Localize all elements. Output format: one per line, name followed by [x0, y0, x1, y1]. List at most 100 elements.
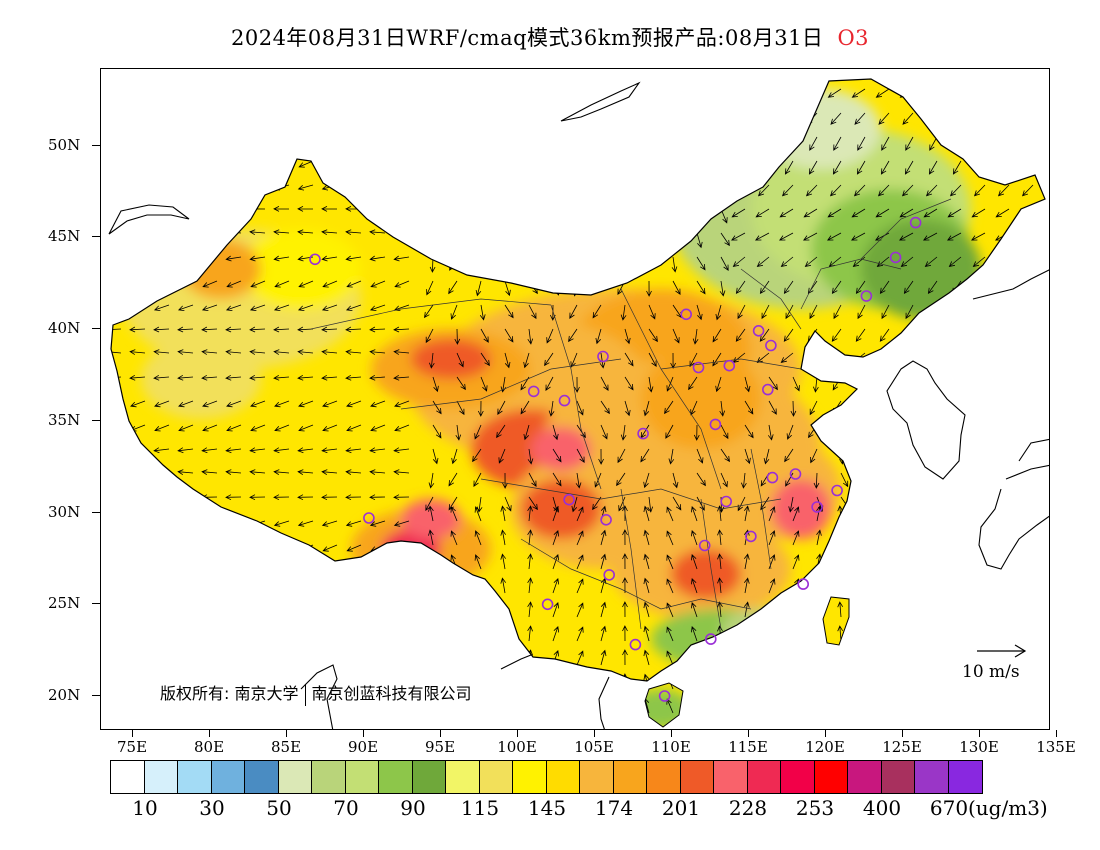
wind-arrow	[345, 326, 362, 333]
wind-arrow	[785, 472, 794, 487]
wind-arrow	[930, 448, 938, 464]
wind-arrow	[225, 184, 242, 191]
wind-arrow	[322, 544, 338, 552]
wind-arrow	[1031, 553, 1038, 570]
wind-arrow	[474, 626, 482, 642]
lon-tick	[671, 730, 672, 737]
wind-arrow	[345, 109, 362, 116]
wind-arrow	[792, 626, 800, 642]
wind-arrow	[792, 376, 800, 392]
wind-arrow	[321, 304, 338, 311]
legend-label: 174	[594, 796, 634, 820]
city-station-marker	[658, 690, 671, 702]
wind-arrow	[474, 530, 482, 546]
wind-arrow	[130, 160, 146, 168]
wind-arrow	[370, 280, 386, 288]
wind-arrow	[600, 553, 607, 570]
wind-arrow	[1005, 424, 1012, 441]
wind-arrow	[688, 376, 698, 391]
wind-arrow	[693, 112, 700, 129]
wind-arrow	[648, 112, 658, 127]
wind-arrow	[666, 554, 674, 570]
wind-arrow	[369, 709, 386, 716]
wind-arrow	[153, 136, 170, 142]
wind-arrow	[853, 184, 866, 197]
wind-arrow	[568, 328, 578, 343]
wind-arrow	[501, 256, 507, 273]
wind-arrow	[837, 577, 844, 594]
wind-arrow	[153, 568, 170, 574]
wind-arrow	[369, 469, 386, 475]
wind-arrow	[111, 688, 122, 695]
wind-arrow	[617, 448, 626, 464]
wind-arrow	[480, 136, 491, 151]
wind-arrow	[984, 496, 994, 511]
wind-arrow	[552, 553, 560, 570]
wind-arrow	[1008, 530, 1016, 546]
wind-arrow	[321, 85, 338, 92]
wind-arrow	[882, 554, 890, 570]
wind-arrow	[527, 697, 533, 714]
city-station-marker	[889, 251, 902, 264]
wind-arrow	[907, 505, 914, 522]
wind-arrow	[432, 232, 440, 248]
wind-scale-arrow	[977, 644, 1027, 658]
wind-arrow	[521, 160, 530, 175]
wind-arrow	[1025, 136, 1034, 151]
lon-tick-label: 100E	[497, 738, 537, 756]
wind-arrow	[755, 232, 770, 241]
concentration-patch	[241, 229, 361, 309]
wind-arrow	[1019, 232, 1034, 241]
wind-arrow	[600, 208, 609, 224]
wind-arrow	[666, 650, 674, 666]
wind-arrow	[111, 664, 122, 672]
wind-arrow	[472, 256, 482, 271]
wind-arrow	[1001, 136, 1010, 151]
wind-arrow	[792, 602, 800, 618]
legend-swatch	[848, 761, 882, 793]
wind-arrow	[859, 649, 866, 666]
concentration-patch	[671, 549, 741, 599]
wind-arrow	[393, 304, 410, 311]
wind-arrow	[643, 601, 650, 618]
wind-arrow	[500, 553, 507, 570]
wind-arrow	[527, 328, 534, 345]
wind-arrow	[201, 109, 218, 116]
wind-arrow	[600, 649, 607, 666]
wind-arrow	[551, 208, 558, 225]
wind-arrow	[624, 136, 633, 151]
city-station-marker	[600, 513, 612, 526]
wind-arrow	[927, 328, 938, 342]
legend-swatch	[580, 761, 614, 793]
wind-arrow	[297, 229, 314, 236]
wind-arrow	[111, 568, 122, 574]
wind-arrow	[910, 448, 917, 465]
wind-arrow	[717, 673, 723, 690]
wind-arrow	[225, 255, 242, 262]
wind-arrow	[600, 625, 607, 642]
wind-arrow	[927, 472, 938, 487]
wind-arrow	[552, 577, 560, 594]
wind-arrow	[768, 400, 777, 415]
wind-arrow	[225, 640, 242, 647]
wind-arrow	[321, 255, 338, 262]
wind-arrow	[393, 568, 410, 574]
wind-arrow	[297, 109, 314, 116]
wind-arrow	[273, 613, 290, 620]
wind-arrow	[273, 374, 290, 381]
wind-arrow	[953, 304, 962, 320]
wind-arrow	[975, 280, 986, 295]
wind-arrow	[878, 112, 890, 125]
wind-arrow	[975, 328, 986, 342]
wind-arrow	[901, 184, 914, 197]
wind-arrow	[624, 400, 631, 417]
wind-arrow	[671, 256, 678, 273]
wind-arrow	[1022, 112, 1034, 125]
legend-swatch	[613, 761, 647, 793]
wind-arrow	[600, 424, 608, 440]
wind-arrow	[977, 304, 986, 320]
wind-arrow	[226, 664, 242, 672]
wind-arrow	[756, 256, 770, 268]
wind-arrow	[755, 208, 770, 218]
wind-arrow	[696, 256, 706, 271]
